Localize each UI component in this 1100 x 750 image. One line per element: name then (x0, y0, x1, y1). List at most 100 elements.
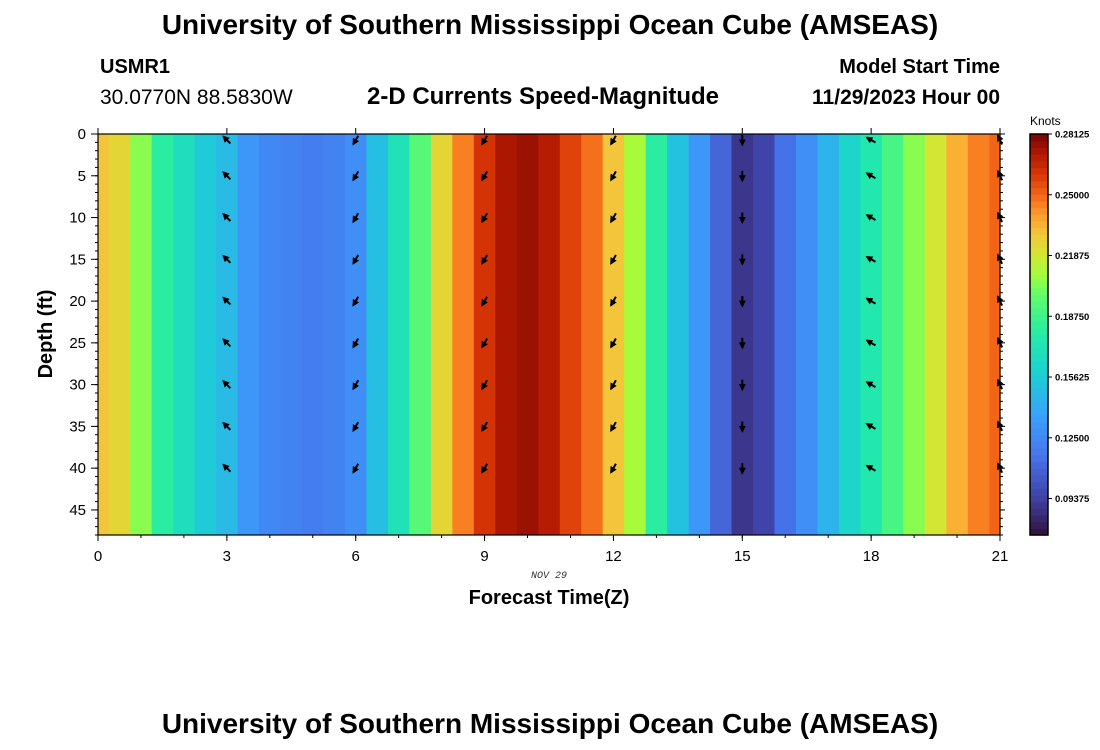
current-vector-arrow (738, 254, 746, 266)
y-tick-label: 45 (69, 502, 86, 519)
arrow-head (865, 381, 874, 388)
current-vector-arrow (352, 212, 360, 224)
arrow-head (352, 137, 359, 146)
colorbar-segment (1030, 387, 1048, 396)
current-vector-arrow (610, 338, 617, 349)
colorbar-segment (1030, 180, 1048, 189)
colorbar-tick-label: 0.09375 (1055, 494, 1090, 505)
current-vector-arrow (865, 464, 876, 472)
colorbar-title: Knots (1030, 114, 1061, 128)
current-vector-arrow (222, 254, 232, 264)
colorbar-segment (1030, 374, 1048, 382)
colorbar-segment (1030, 401, 1048, 409)
x-tick-label: 6 (352, 548, 360, 565)
current-vector-arrow (610, 212, 617, 224)
arrow-head (352, 382, 359, 391)
model-start-label: Model Start Time (839, 56, 1000, 78)
colorbar-segment (1030, 528, 1048, 536)
current-vector-arrow (865, 255, 876, 263)
arrow-head (610, 382, 617, 391)
arrow-head (738, 217, 746, 224)
heatmap-cell (946, 134, 969, 535)
current-vector-arrow (352, 135, 360, 146)
colorbar-segment (1030, 488, 1048, 496)
heatmap-cell (516, 134, 539, 535)
arrow-head (222, 135, 230, 143)
heatmap-cell (967, 134, 990, 535)
arrow-head (610, 173, 617, 182)
current-vector-arrow (481, 338, 488, 349)
current-vector-arrow (352, 421, 360, 432)
heatmap-cell (559, 134, 582, 535)
heatmap-cells (98, 134, 1001, 535)
current-vector-arrow (222, 171, 232, 181)
arrow-head (352, 173, 359, 182)
heatmap-cell (581, 134, 604, 535)
heatmap-cell (194, 134, 217, 535)
arrow-head (865, 172, 874, 180)
current-vector-arrow (865, 136, 876, 144)
heatmap-cell (731, 134, 754, 535)
arrow-head (222, 254, 230, 263)
arrow-head (222, 338, 230, 346)
colorbar-segment (1030, 434, 1048, 443)
current-vector-arrow (352, 338, 360, 349)
colorbar-segment (1030, 147, 1048, 155)
current-vector-arrow (738, 135, 746, 147)
current-vector-arrow (481, 170, 488, 182)
heatmap-cell (430, 134, 453, 535)
current-vector-arrow (738, 379, 746, 392)
heatmap-cell (280, 134, 303, 535)
colorbar-segment (1030, 234, 1048, 242)
colorbar-segment (1030, 154, 1048, 162)
arrow-head (738, 384, 746, 392)
heatmap-cell (817, 134, 840, 535)
colorbar-segment (1030, 307, 1048, 316)
colorbar-tick-label: 0.25000 (1055, 190, 1089, 201)
colorbar-segment (1030, 160, 1048, 169)
heatmap-cell (237, 134, 260, 535)
arrow-head (481, 257, 488, 265)
heatmap-cell (860, 134, 883, 535)
current-vector-arrow (738, 421, 746, 433)
colorbar-segment (1030, 274, 1048, 282)
heatmap-cell (473, 134, 496, 535)
heatmap-cell (624, 134, 647, 535)
current-vector-arrow (865, 339, 876, 347)
colorbar-segment (1030, 421, 1048, 429)
chart-title: University of Southern Mississippi Ocean… (161, 9, 939, 40)
arrow-head (481, 424, 488, 432)
arrow-head (222, 463, 230, 471)
y-tick-label: 5 (78, 168, 86, 185)
heatmap-cell (495, 134, 518, 535)
heatmap-cell (108, 134, 131, 535)
station-coordinates: 30.0770N 88.5830W (100, 86, 293, 109)
arrow-head (222, 421, 230, 430)
colorbar-tick-label: 0.28125 (1055, 130, 1090, 141)
y-tick-label: 0 (78, 126, 86, 143)
arrow-head (481, 173, 488, 182)
heatmap-cell (387, 134, 411, 535)
x-tick-label: 15 (734, 548, 751, 565)
colorbar-segment (1030, 321, 1048, 329)
colorbar-segment (1030, 240, 1048, 249)
heatmap-cell (366, 134, 389, 535)
colorbar-segment (1030, 441, 1048, 449)
arrow-head (610, 466, 617, 474)
colorbar-segment (1030, 454, 1048, 463)
arrow-head (738, 258, 746, 266)
colorbar-tick-label: 0.21875 (1055, 251, 1090, 262)
arrow-head (222, 380, 230, 388)
heatmap-cell (903, 134, 926, 535)
x-tick-label: 18 (863, 548, 880, 565)
arrow-head (481, 298, 488, 307)
heatmap-cell (688, 134, 711, 535)
current-vector-arrow (865, 172, 876, 180)
current-vector-arrow (481, 135, 488, 146)
colorbar-segment (1030, 347, 1048, 356)
colorbar-segment (1030, 301, 1048, 309)
current-vector-arrow (481, 296, 488, 307)
arrow-head (481, 382, 488, 391)
colorbar-segment (1030, 314, 1048, 322)
colorbar-segment (1030, 327, 1048, 336)
